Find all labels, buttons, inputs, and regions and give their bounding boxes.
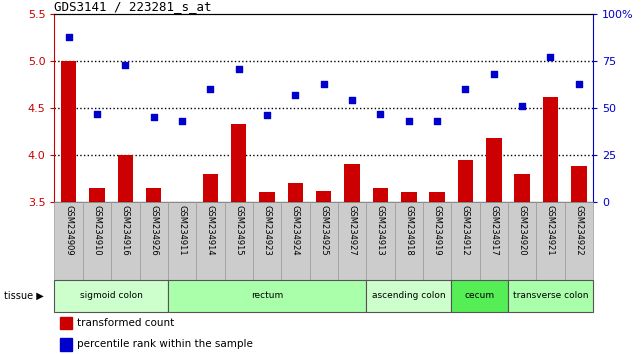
Bar	[54, 280, 168, 312]
Bar	[537, 202, 565, 280]
Bar	[231, 124, 247, 202]
Bar	[316, 190, 331, 202]
Text: GSM234923: GSM234923	[263, 205, 272, 256]
Text: GSM234918: GSM234918	[404, 205, 413, 256]
Bar	[89, 188, 104, 202]
Text: GSM234909: GSM234909	[64, 205, 73, 256]
Bar	[486, 138, 501, 202]
Point	[262, 113, 272, 118]
Text: GSM234925: GSM234925	[319, 205, 328, 256]
Bar	[146, 188, 162, 202]
Bar	[61, 61, 76, 202]
Text: GSM234916: GSM234916	[121, 205, 130, 256]
Point	[177, 118, 187, 124]
Bar	[168, 202, 196, 280]
Bar	[344, 164, 360, 202]
Bar	[288, 183, 303, 202]
Point	[545, 55, 556, 60]
Bar	[543, 97, 558, 202]
Bar	[451, 280, 508, 312]
Bar	[83, 202, 111, 280]
Bar	[140, 202, 168, 280]
Text: GSM234910: GSM234910	[92, 205, 101, 256]
Text: GSM234920: GSM234920	[517, 205, 526, 256]
Bar	[458, 160, 473, 202]
Point	[488, 72, 499, 77]
Text: transformed count: transformed count	[77, 318, 174, 328]
Text: GSM234919: GSM234919	[433, 205, 442, 256]
Text: cecum: cecum	[465, 291, 495, 300]
Point	[432, 118, 442, 124]
Bar	[60, 316, 72, 329]
Point	[92, 111, 102, 116]
Point	[404, 118, 414, 124]
Bar	[423, 202, 451, 280]
Text: GSM234911: GSM234911	[178, 205, 187, 256]
Bar	[479, 202, 508, 280]
Bar	[395, 202, 423, 280]
Bar	[196, 202, 224, 280]
Bar	[117, 155, 133, 202]
Bar	[401, 193, 417, 202]
Text: tissue ▶: tissue ▶	[4, 291, 44, 301]
Point	[121, 62, 131, 68]
Text: GSM234924: GSM234924	[291, 205, 300, 256]
Bar	[54, 202, 83, 280]
Bar	[253, 202, 281, 280]
Point	[517, 103, 527, 109]
Text: sigmoid colon: sigmoid colon	[79, 291, 142, 300]
Bar	[168, 280, 366, 312]
Point	[233, 66, 244, 72]
Text: ascending colon: ascending colon	[372, 291, 445, 300]
Point	[319, 81, 329, 86]
Bar	[366, 202, 395, 280]
Bar	[224, 202, 253, 280]
Text: GSM234921: GSM234921	[546, 205, 555, 256]
Text: GSM234915: GSM234915	[234, 205, 243, 256]
Bar	[565, 202, 593, 280]
Bar	[281, 202, 310, 280]
Text: GSM234927: GSM234927	[347, 205, 356, 256]
Text: GDS3141 / 223281_s_at: GDS3141 / 223281_s_at	[54, 0, 212, 13]
Point	[460, 86, 470, 92]
Text: percentile rank within the sample: percentile rank within the sample	[77, 339, 253, 349]
Point	[205, 86, 215, 92]
Text: GSM234914: GSM234914	[206, 205, 215, 256]
Point	[63, 34, 74, 40]
Point	[149, 115, 159, 120]
Text: transverse colon: transverse colon	[513, 291, 588, 300]
Text: GSM234917: GSM234917	[489, 205, 498, 256]
Point	[290, 92, 301, 98]
Bar	[514, 174, 530, 202]
Bar	[111, 202, 140, 280]
Bar	[429, 193, 445, 202]
Text: GSM234926: GSM234926	[149, 205, 158, 256]
Text: GSM234922: GSM234922	[574, 205, 583, 256]
Point	[574, 81, 584, 86]
Bar	[571, 166, 587, 202]
Bar	[310, 202, 338, 280]
Bar	[203, 174, 218, 202]
Text: GSM234912: GSM234912	[461, 205, 470, 256]
Bar	[372, 188, 388, 202]
Text: GSM234913: GSM234913	[376, 205, 385, 256]
Bar	[366, 280, 451, 312]
Bar	[338, 202, 366, 280]
Bar	[60, 338, 72, 350]
Bar	[451, 202, 479, 280]
Text: rectum: rectum	[251, 291, 283, 300]
Bar	[259, 193, 275, 202]
Point	[375, 111, 385, 116]
Bar	[508, 280, 593, 312]
Bar	[508, 202, 537, 280]
Point	[347, 98, 357, 103]
